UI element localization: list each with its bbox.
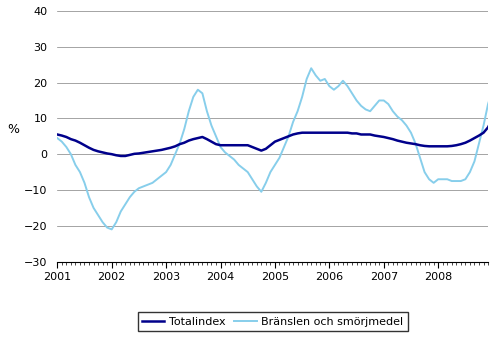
Legend: Totalindex, Bränslen och smörjmedel: Totalindex, Bränslen och smörjmedel [138, 312, 407, 331]
Bränslen och smörjmedel [290, 120, 296, 124]
Bränslen och smörjmedel [471, 159, 477, 163]
Bränslen och smörjmedel [54, 136, 60, 140]
Totalindex [490, 116, 495, 120]
Totalindex [308, 131, 314, 135]
Totalindex [118, 154, 124, 158]
Totalindex [54, 132, 60, 136]
Totalindex [68, 137, 74, 141]
Bränslen och smörjmedel [109, 227, 115, 232]
Bränslen och smörjmedel [145, 183, 151, 187]
Totalindex [86, 146, 92, 150]
Bränslen och smörjmedel [163, 170, 169, 174]
Totalindex [277, 138, 283, 142]
Line: Totalindex: Totalindex [57, 118, 493, 156]
Totalindex [395, 139, 400, 143]
Totalindex [172, 144, 178, 148]
Y-axis label: %: % [7, 123, 19, 136]
Line: Bränslen och smörjmedel: Bränslen och smörjmedel [57, 43, 495, 229]
Bränslen och smörjmedel [326, 84, 332, 88]
Bränslen och smörjmedel [485, 102, 491, 106]
